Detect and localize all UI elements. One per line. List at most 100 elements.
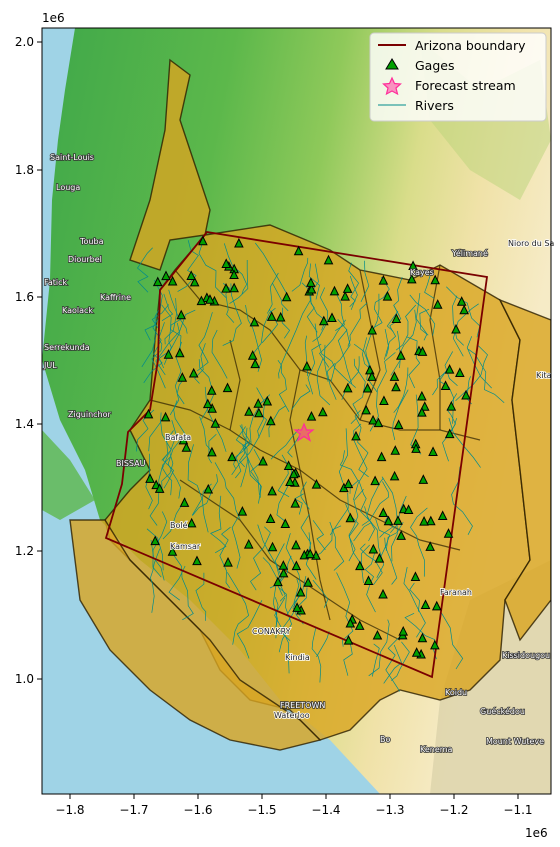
river-segment <box>409 294 436 336</box>
place-label: Bo <box>380 735 390 744</box>
river-segment <box>285 533 302 617</box>
gage-marker <box>430 274 441 285</box>
y-offset-label: 1e6 <box>42 11 65 25</box>
river-segment <box>381 476 398 562</box>
gage-marker <box>267 541 278 552</box>
basin-east <box>498 298 551 642</box>
river-segment <box>167 436 184 499</box>
river-segment <box>199 416 215 455</box>
basin-north <box>129 58 211 271</box>
gage-marker <box>383 515 394 526</box>
river-segment <box>468 349 505 404</box>
gage-marker <box>234 237 244 248</box>
river-segment <box>250 449 262 504</box>
place-label: Faranah <box>440 588 472 597</box>
gage-marker <box>292 602 302 612</box>
river-segment <box>359 543 383 586</box>
gage-marker <box>311 479 322 489</box>
legend-triangle-icon <box>385 58 399 70</box>
gage-marker <box>459 304 469 315</box>
river-segment <box>336 572 354 647</box>
river-segment <box>360 260 370 303</box>
place-label: Kenema <box>420 745 453 754</box>
river-segment <box>173 554 194 621</box>
river-segment <box>365 293 380 373</box>
river-segment <box>278 299 311 379</box>
gage-marker <box>343 478 354 489</box>
gage-marker <box>345 617 356 628</box>
gage-marker <box>373 417 384 428</box>
river-segment <box>415 292 428 341</box>
river-segment <box>337 318 353 385</box>
gage-marker <box>426 515 436 526</box>
river-segment <box>308 263 320 300</box>
gage-marker <box>432 299 443 309</box>
river-segment <box>354 410 369 478</box>
gage-marker <box>250 358 260 369</box>
gage-marker <box>177 372 188 382</box>
gage-marker <box>188 367 199 378</box>
gage-marker <box>403 504 414 514</box>
river-segment <box>319 319 346 368</box>
river-segment <box>164 298 177 345</box>
river-segment <box>235 426 248 488</box>
gage-marker <box>406 273 417 284</box>
river-segment <box>403 567 426 638</box>
gage-marker <box>262 395 273 406</box>
place-label: Serrekunda <box>44 343 90 352</box>
gage-marker <box>456 296 467 306</box>
gage-marker <box>378 275 389 285</box>
gage-marker <box>372 629 383 640</box>
gage-marker <box>154 483 165 493</box>
gage-marker <box>411 647 422 657</box>
gage-marker <box>391 313 402 323</box>
river-segment <box>194 343 206 384</box>
gage-marker <box>417 407 427 417</box>
gage-marker <box>266 415 276 426</box>
gage-marker <box>176 309 187 320</box>
river-segment <box>384 537 398 585</box>
river-segment <box>137 247 153 293</box>
y-tick-label: 1.0 <box>15 672 34 686</box>
gage-marker <box>367 371 377 381</box>
river-segment <box>161 419 177 494</box>
river-segment <box>151 304 170 332</box>
gage-marker <box>291 539 301 550</box>
river-segment <box>384 329 390 357</box>
legend: Arizona boundary Gages Forecast stream R… <box>369 32 547 122</box>
river-segment <box>466 376 472 405</box>
river-segment <box>406 336 421 389</box>
river-segment <box>352 423 368 501</box>
gage-marker <box>254 407 264 418</box>
gage-marker <box>229 269 239 279</box>
gage-marker <box>306 410 317 421</box>
place-label: Kayes <box>410 268 434 277</box>
gage-marker <box>244 406 254 416</box>
place-label: Diourbel <box>68 255 102 264</box>
plot-frame <box>41 27 552 795</box>
river-segment <box>173 400 187 448</box>
river-segment <box>155 309 196 376</box>
river-segment <box>239 425 260 495</box>
river-segment <box>307 343 322 395</box>
place-label: Saint-Louis <box>50 153 94 162</box>
gage-marker <box>178 434 189 445</box>
gage-marker <box>196 295 207 306</box>
river-segment <box>312 287 328 342</box>
river-segment <box>252 307 276 355</box>
river-segment <box>277 555 292 596</box>
river-segment <box>338 428 348 483</box>
gage-marker <box>410 571 421 581</box>
gage-marker <box>207 446 217 457</box>
legend-label-arizona: Arizona boundary <box>415 38 526 53</box>
gage-marker <box>227 451 237 462</box>
gage-marker <box>174 347 185 358</box>
x-tick-label: −1.7 <box>119 803 148 817</box>
gage-marker <box>192 555 202 566</box>
legend-box <box>369 32 547 122</box>
gage-marker <box>396 530 406 540</box>
gage-marker <box>389 470 400 481</box>
y-tick-label: 1.6 <box>15 290 34 304</box>
river-segment <box>385 522 404 551</box>
river-segment <box>375 518 391 556</box>
